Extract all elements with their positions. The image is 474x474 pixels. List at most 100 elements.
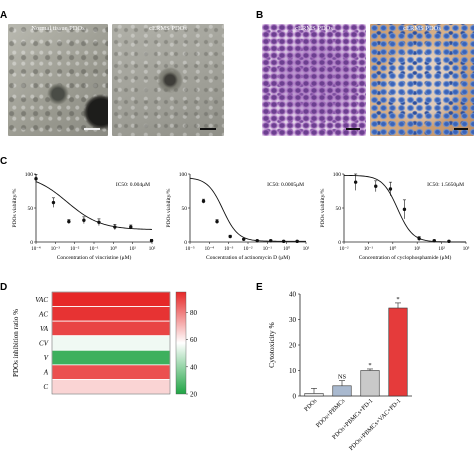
colorbar xyxy=(175,291,187,395)
y-tick-label: 40 xyxy=(289,291,297,299)
scale-bar xyxy=(200,128,216,130)
x-tick-label: PDOs+PBMCs+VAC+PD-1 xyxy=(348,397,403,452)
y-tick-label: 100 xyxy=(25,172,34,178)
bar xyxy=(360,370,380,397)
micrograph-he-stain: cERMS PDOs xyxy=(262,24,366,136)
x-tick-label: 10⁰ xyxy=(283,246,290,252)
x-tick-label: 10⁻² xyxy=(243,246,253,252)
data-point xyxy=(97,220,101,224)
scale-bar xyxy=(346,128,360,130)
significance-label: * xyxy=(396,296,399,303)
data-point xyxy=(447,239,451,244)
colorbar-tick-label: 20 xyxy=(190,391,198,399)
panel-label-c: C xyxy=(0,156,8,167)
micrograph-cerms-pdos-a: cERMS PDOs xyxy=(112,24,224,136)
panel-label-d: D xyxy=(0,282,8,293)
x-tick-label: PDOs xyxy=(303,397,319,413)
data-point xyxy=(67,219,71,224)
heatmap-row-label: C xyxy=(43,383,48,391)
x-tick-label: 10⁻² xyxy=(339,246,349,252)
data-point xyxy=(402,207,407,212)
heatmap-row-label: A xyxy=(43,369,49,377)
data-point xyxy=(51,200,56,205)
x-tick-label: 10⁻⁵ xyxy=(185,246,195,252)
heatmap-row-label: CV xyxy=(39,340,49,348)
heatmap-cell xyxy=(51,291,171,307)
x-tick-label: 10⁻² xyxy=(70,246,80,252)
data-point xyxy=(269,238,273,243)
x-tick-label: 10⁻³ xyxy=(224,246,234,252)
y-tick-label: 0 xyxy=(184,240,187,246)
y-tick-label: 50 xyxy=(182,206,188,212)
x-tick-label: 10⁻³ xyxy=(51,246,61,252)
x-tick-label: 10² xyxy=(149,246,156,252)
heatmap-row-label: V xyxy=(44,354,49,362)
x-axis-label: Concentration of cyclophosphamide (μM) xyxy=(359,254,452,261)
y-axis-label: Cytotoxicity % xyxy=(267,322,276,368)
y-tick-label: 100 xyxy=(333,172,342,178)
x-tick-label: 10⁻¹ xyxy=(89,246,99,252)
dose-response-chart-cyclophosphamide: 0 50 100 10⁻² 10⁻¹ 10⁰ 10¹ 10² 10³ IC50: 1.5650μM… xyxy=(320,172,470,261)
y-tick-label: 20 xyxy=(289,342,297,350)
data-point xyxy=(34,177,38,181)
dose-response-chart-actinomycin: 0 50 100 10⁻⁵ 10⁻⁴ 10⁻³ 10⁻² 10⁻¹ 10⁰ 10¹ IC50: 0.… xyxy=(166,172,310,261)
heatmap-y-label: PDOs inhibition ratio % xyxy=(12,309,20,377)
significance-label: NS xyxy=(338,374,347,381)
data-point xyxy=(201,199,206,203)
dose-response-chart-vincristine: 0 50 100 10⁻⁴ 10⁻³ 10⁻² 10⁻¹ 10⁰ 10¹ 10² IC50: 0.0… xyxy=(12,172,156,261)
scale-bar xyxy=(454,128,468,130)
heatmap-cell xyxy=(51,379,171,395)
x-tick-label: 10⁻¹ xyxy=(364,246,374,252)
data-point xyxy=(295,239,299,244)
x-tick-label: 10⁰ xyxy=(389,246,396,252)
fit-curve xyxy=(189,177,306,242)
x-tick-label: 10² xyxy=(438,246,445,252)
y-tick-label: 50 xyxy=(336,206,342,212)
data-point xyxy=(388,187,393,191)
data-point xyxy=(129,225,133,229)
data-point xyxy=(374,184,378,188)
panel-label-a: A xyxy=(0,10,8,21)
bar xyxy=(332,385,352,397)
colorbar-tick-label: 80 xyxy=(190,309,198,317)
x-tick-label: 10⁻⁴ xyxy=(31,246,41,252)
x-tick-label: 10¹ xyxy=(129,246,136,252)
micrograph-ihc-stain: cERMS PDOs xyxy=(370,24,474,136)
micrograph-he-title: cERMS PDOs xyxy=(295,25,333,32)
x-axis-label: Concentration of vincristine (μM) xyxy=(57,254,132,261)
y-tick-label: 10 xyxy=(289,367,297,375)
significance-label: * xyxy=(368,362,371,369)
scale-bar xyxy=(84,128,100,130)
x-tick-label: 10¹ xyxy=(303,246,310,252)
fit-curve xyxy=(343,174,466,243)
heatmap-cell xyxy=(51,364,171,380)
ic50-label: IC50: 1.5650μM xyxy=(427,182,464,188)
data-point xyxy=(228,234,232,239)
x-tick-label: 10¹ xyxy=(414,246,421,252)
heatmap-border xyxy=(51,291,171,395)
heatmap-row-label: AC xyxy=(38,310,48,318)
data-point xyxy=(281,239,286,244)
y-axis-label: PDOs viability/% xyxy=(166,188,172,227)
y-tick-label: 0 xyxy=(30,240,33,246)
panel-label-e: E xyxy=(256,282,263,293)
ic50-label: IC50: 0.0005μM xyxy=(267,182,304,188)
heatmap-cell xyxy=(51,306,171,322)
panel-label-b: B xyxy=(256,10,264,21)
x-tick-label: 10⁻¹ xyxy=(263,246,273,252)
y-tick-label: 50 xyxy=(28,206,34,212)
bar xyxy=(388,307,408,397)
heatmap-row-label: VA xyxy=(40,325,49,333)
heatmap-cell xyxy=(51,320,171,337)
x-tick-label: 10⁰ xyxy=(110,246,117,252)
y-axis-label: PDOs viability/% xyxy=(320,188,326,227)
data-point xyxy=(242,237,246,241)
x-tick-label: 10⁻⁴ xyxy=(205,246,215,252)
data-point xyxy=(82,218,86,222)
x-axis-label: Concentration of actinomycin D (μM) xyxy=(206,254,290,261)
data-point xyxy=(353,180,358,184)
heatmap-cell xyxy=(51,349,171,366)
heatmap-row-label: VAC xyxy=(35,296,48,304)
y-tick-label: 0 xyxy=(293,393,297,401)
